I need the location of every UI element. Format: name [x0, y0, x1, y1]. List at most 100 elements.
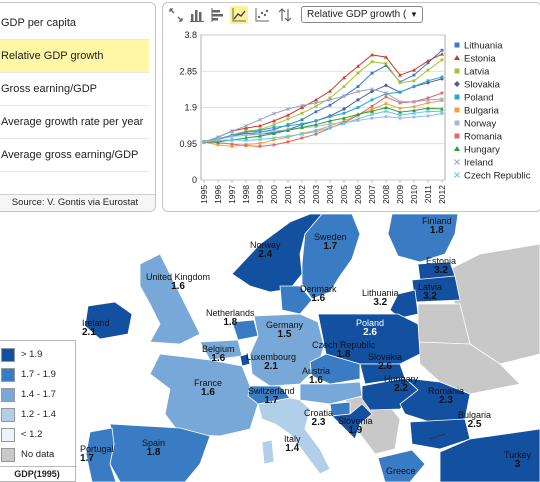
- data-point: [314, 110, 318, 114]
- country-value: 2.2: [394, 383, 408, 394]
- x-tick-label: 1999: [255, 185, 265, 204]
- data-point: [300, 136, 304, 140]
- scatter-zoom-icon[interactable]: [167, 6, 185, 24]
- country-value: 3.2: [423, 291, 437, 302]
- data-point: [230, 129, 234, 134]
- data-point: [384, 95, 388, 99]
- country-bulgaria[interactable]: [409, 418, 471, 450]
- data-point: [314, 128, 318, 132]
- country-italy-sardinia[interactable]: [261, 439, 275, 465]
- country-value: 1.7: [80, 453, 94, 464]
- data-point: [230, 145, 234, 148]
- data-point: [370, 98, 374, 102]
- series-line-estonia: [203, 53, 443, 143]
- data-point: [356, 117, 360, 121]
- label-hungary: Hungary 2.2: [384, 374, 418, 394]
- bar-chart-icon[interactable]: [188, 6, 206, 24]
- data-point: [426, 109, 430, 114]
- chart-panel: Relative GDP growth ( ▼ 0 0.95 1.9 2.85 3.8 1…: [162, 2, 540, 212]
- indicator-average-growth-rate[interactable]: Average growth rate per year: [0, 106, 149, 139]
- country-greece[interactable]: [377, 449, 426, 482]
- country-czech-republic[interactable]: [309, 353, 361, 385]
- data-point: [440, 107, 444, 111]
- data-point: [370, 52, 374, 57]
- x-tick-label: 2000: [269, 185, 279, 204]
- legend-item: < 1.2: [1, 425, 42, 444]
- data-point: [342, 107, 346, 112]
- country-value: 1.8: [223, 317, 238, 328]
- indicator-gdp-per-capita[interactable]: GDP per capita: [0, 7, 149, 40]
- data-point: [370, 112, 374, 117]
- label-poland: Poland 2.6: [356, 318, 384, 338]
- data-point: [258, 141, 262, 145]
- country-norway[interactable]: [231, 214, 323, 293]
- country-name: Denmark: [300, 284, 337, 294]
- label-portugal: Portugal 1.7: [80, 444, 114, 464]
- data-point: [440, 58, 444, 62]
- data-point: [440, 97, 444, 102]
- legend-label: > 1.9: [21, 349, 43, 360]
- measure-select[interactable]: Relative GDP growth ( ▼: [301, 6, 423, 23]
- country-finland[interactable]: [387, 214, 459, 263]
- sort-icon[interactable]: [276, 6, 294, 24]
- data-point: [356, 106, 360, 109]
- europe-map[interactable]: Norway 2.4 Sweden 1.7 Finland 1.8 Estonia 3.…: [0, 214, 540, 482]
- country-name: Romania: [428, 386, 465, 396]
- x-tick-label: 1996: [213, 185, 223, 204]
- data-point: [342, 111, 346, 115]
- data-point: [244, 123, 248, 128]
- x-tick-label: 1997: [227, 185, 237, 204]
- legend-marker: [454, 120, 460, 126]
- country-ukraine[interactable]: [417, 341, 521, 395]
- country-france[interactable]: [149, 353, 259, 437]
- country-sweden[interactable]: [301, 214, 361, 300]
- label-italy: Italy 1.4: [284, 434, 301, 454]
- data-point: [384, 109, 388, 114]
- country-italy[interactable]: [257, 397, 331, 475]
- legend-label: 1.4 - 1.7: [21, 389, 56, 400]
- label-slovenia: Slovenia 1.9: [338, 416, 373, 436]
- data-point: [370, 116, 374, 120]
- label-united-kingdom: United Kingdom 1.6: [146, 272, 210, 292]
- chart-toolbar: Relative GDP growth ( ▼: [163, 3, 540, 27]
- data-point: [328, 122, 332, 126]
- country-value: 1.6: [311, 293, 326, 304]
- line-chart-icon[interactable]: [230, 6, 248, 24]
- indicator-average-gross-earning[interactable]: Average gross earning/GDP: [0, 139, 149, 172]
- country-value: 1.8: [146, 447, 161, 458]
- country-croatia[interactable]: [331, 403, 373, 440]
- country-turkey[interactable]: [439, 428, 540, 482]
- country-value: 1.6: [309, 375, 323, 386]
- y-tick-label: 1.9: [184, 103, 197, 113]
- horizontal-bar-icon[interactable]: [209, 6, 227, 24]
- sea-bulgaria-pointer: [429, 433, 446, 440]
- data-point: [230, 138, 234, 142]
- data-point: [384, 102, 388, 106]
- data-point: [440, 91, 444, 95]
- label-czech-republic: Czech Republic 1.8: [312, 340, 375, 360]
- country-united-kingdom[interactable]: [139, 253, 201, 345]
- country-ireland[interactable]: [84, 301, 133, 340]
- country-lithuania[interactable]: [389, 289, 419, 319]
- country-name: Italy: [284, 434, 301, 444]
- series-line-latvia: [203, 59, 443, 143]
- label-luxembourg: Luxembourg 2.1: [246, 352, 296, 372]
- country-luxembourg[interactable]: [239, 353, 251, 367]
- legend-marker: [454, 159, 460, 165]
- indicator-gross-earning-gdp[interactable]: Gross earning/GDP: [0, 73, 149, 106]
- map-legend: > 1.9 1.7 - 1.9 1.4 - 1.7 1.2 - 1.4 < 1.…: [0, 340, 77, 482]
- country-portugal[interactable]: [85, 427, 117, 482]
- data-point: [426, 58, 430, 63]
- legend-label: Romania: [464, 132, 503, 143]
- label-latvia: Latvia 3.2: [418, 282, 442, 302]
- indicator-relative-gdp-growth[interactable]: Relative GDP growth: [0, 40, 149, 73]
- scatter-plot-icon[interactable]: [253, 6, 271, 24]
- y-tick-label: 0.95: [179, 139, 197, 149]
- label-estonia: Estonia 3.2: [426, 256, 456, 276]
- data-point: [370, 104, 374, 108]
- country-name: Bulgaria: [458, 410, 492, 420]
- data-point: [356, 97, 360, 102]
- country-denmark[interactable]: [279, 285, 313, 315]
- data-point: [342, 121, 346, 125]
- country-value: 2.1: [264, 361, 278, 372]
